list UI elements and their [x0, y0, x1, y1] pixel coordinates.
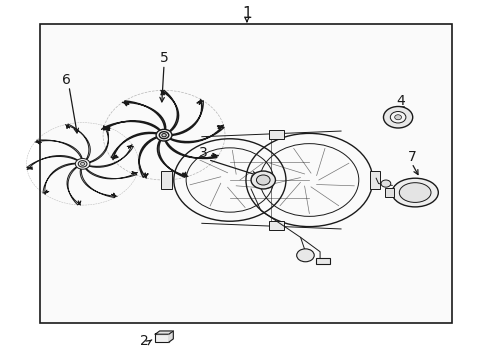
Text: 3: 3	[198, 146, 207, 160]
Bar	[161, 171, 172, 189]
Circle shape	[256, 175, 269, 185]
Bar	[268, 221, 283, 230]
Bar	[155, 334, 168, 342]
Circle shape	[389, 112, 405, 123]
Circle shape	[250, 171, 275, 189]
Polygon shape	[168, 331, 173, 342]
Circle shape	[159, 132, 168, 139]
Circle shape	[156, 129, 172, 141]
Text: 2: 2	[140, 334, 149, 348]
Text: 6: 6	[62, 73, 71, 87]
Bar	[369, 171, 380, 189]
Polygon shape	[155, 331, 173, 334]
Circle shape	[296, 249, 314, 262]
Circle shape	[75, 158, 90, 169]
Text: 7: 7	[407, 150, 416, 164]
Ellipse shape	[391, 178, 437, 207]
Circle shape	[383, 107, 412, 128]
Circle shape	[81, 162, 84, 165]
Bar	[384, 188, 393, 197]
Ellipse shape	[399, 183, 430, 202]
Circle shape	[394, 115, 401, 120]
Circle shape	[162, 134, 166, 137]
Bar	[268, 130, 283, 139]
Bar	[40, 24, 451, 323]
Text: 4: 4	[395, 94, 404, 108]
Bar	[316, 258, 329, 264]
Text: 1: 1	[242, 6, 251, 21]
Text: 5: 5	[160, 51, 168, 65]
Circle shape	[78, 161, 87, 167]
Circle shape	[380, 180, 390, 187]
